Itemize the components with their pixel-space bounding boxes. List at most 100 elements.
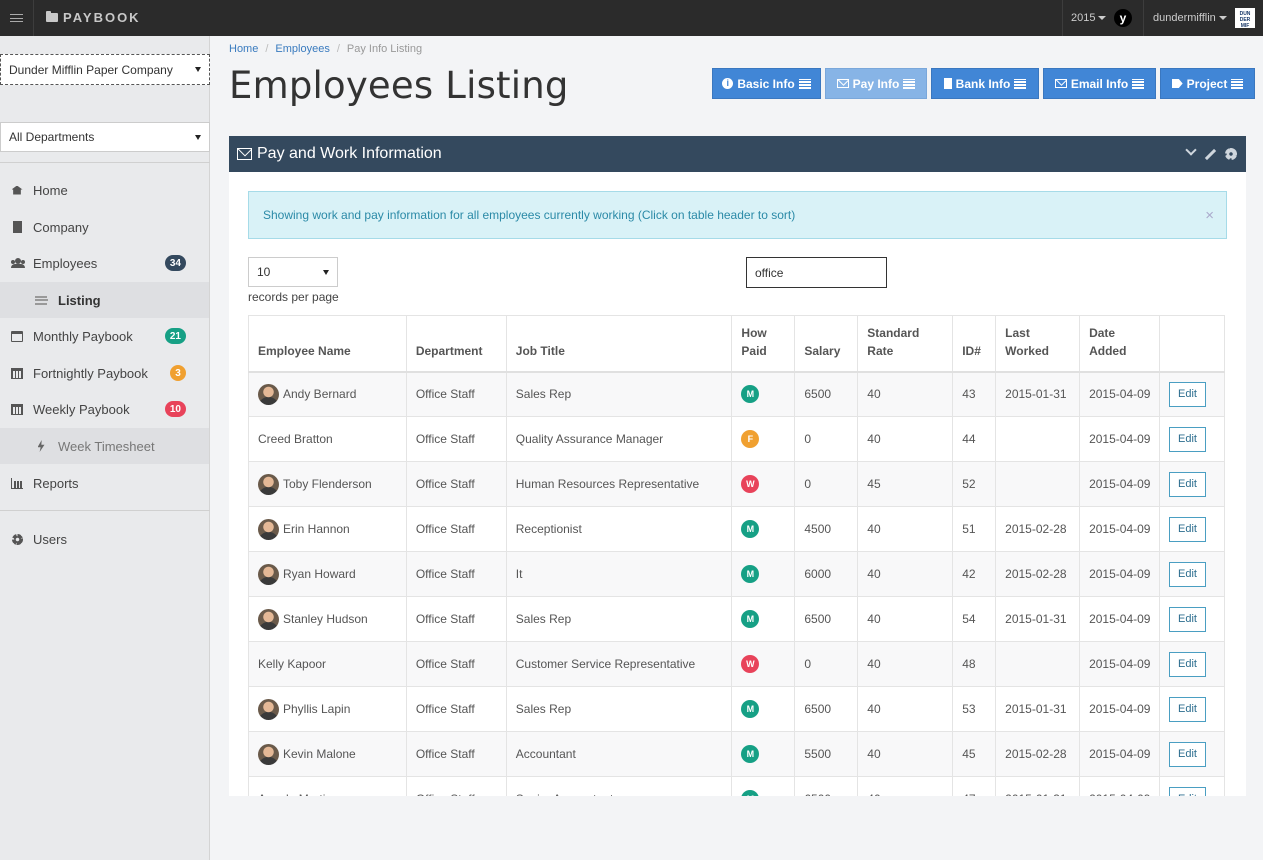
department-cell: Office Staff (405, 551, 507, 597)
job-title-cell: Human Resources Representative (505, 461, 733, 507)
standard-rate-cell: 45 (857, 461, 954, 507)
sidebar-item-week-timesheet[interactable]: Week Timesheet (0, 428, 209, 464)
employee-name-cell: Phyllis Lapin (248, 686, 407, 732)
salary-cell: 6500 (794, 776, 859, 796)
actions-cell: Edit (1158, 371, 1226, 417)
page-title: Employees Listing (229, 64, 569, 107)
how-paid-cell: M (731, 776, 796, 796)
sidebar-item-home[interactable]: Home (0, 172, 209, 208)
sidebar-item-employees[interactable]: Employees 34 (0, 245, 209, 281)
wrench-icon[interactable] (1204, 148, 1216, 160)
top-bar: PAYBOOK 2015 y dundermifflin DUN DER MIF (0, 0, 1263, 36)
actions-cell: Edit (1158, 461, 1226, 507)
actions-cell: Edit (1158, 641, 1226, 687)
col-date-added[interactable]: Date Added (1079, 315, 1160, 373)
edit-button[interactable]: Edit (1168, 651, 1206, 677)
how-paid-cell: M (731, 596, 796, 642)
avatar (258, 563, 279, 585)
pay-type-badge: M (741, 520, 760, 538)
search-input[interactable] (746, 257, 887, 288)
brand[interactable]: PAYBOOK (46, 10, 141, 25)
col-last-worked[interactable]: Last Worked (995, 315, 1081, 373)
breadcrumb-home-link[interactable]: Home (229, 43, 259, 55)
avatar (258, 698, 279, 720)
pay-type-badge: F (741, 430, 760, 448)
edit-button[interactable]: Edit (1168, 561, 1206, 587)
sidebar-item-fortnightly-paybook[interactable]: Fortnightly Paybook 3 (0, 355, 209, 391)
col-actions (1158, 315, 1226, 373)
sidebar-item-users[interactable]: Users (0, 521, 209, 557)
last-worked-cell (995, 641, 1081, 687)
last-worked-cell: 2015-01-31 (995, 776, 1081, 796)
edit-button[interactable]: Edit (1168, 516, 1206, 542)
standard-rate-cell: 40 (857, 641, 954, 687)
edit-button[interactable]: Edit (1168, 381, 1206, 407)
sidebar-item-reports[interactable]: Reports (0, 465, 209, 501)
employee-name: Ryan Howard (283, 567, 356, 581)
salary-cell: 6000 (794, 551, 859, 597)
edit-button[interactable]: Edit (1168, 426, 1206, 452)
id-cell: 45 (952, 731, 997, 777)
col-salary[interactable]: Salary (794, 315, 859, 373)
sidebar-item-monthly-paybook[interactable]: Monthly Paybook 21 (0, 318, 209, 354)
tag-icon (1171, 79, 1183, 88)
col-id[interactable]: ID# (952, 315, 997, 373)
job-title-cell: Sales Rep (505, 596, 733, 642)
actions-cell: Edit (1158, 551, 1226, 597)
button-label: Pay Info (852, 76, 900, 91)
project-button[interactable]: Project (1160, 68, 1255, 99)
divider (1062, 0, 1063, 36)
edit-button[interactable]: Edit (1168, 471, 1206, 497)
company-select[interactable]: Dunder Mifflin Paper Company (0, 54, 210, 85)
email-info-button[interactable]: Email Info (1043, 68, 1156, 99)
breadcrumb-employees-link[interactable]: Employees (275, 43, 330, 55)
close-icon[interactable]: × (1205, 207, 1214, 224)
sidebar-item-label: Company (33, 219, 89, 235)
button-label: Basic Info (737, 76, 795, 91)
sidebar-item-company[interactable]: Company (0, 209, 209, 245)
chevron-down-icon[interactable] (1185, 144, 1197, 156)
date-added-cell: 2015-04-09 (1079, 686, 1160, 732)
avatar (258, 743, 279, 765)
col-job-title[interactable]: Job Title (505, 315, 733, 373)
records-per-page-select[interactable]: 10 (248, 257, 338, 287)
employee-name: Phyllis Lapin (283, 702, 351, 716)
edit-button[interactable]: Edit (1168, 696, 1206, 722)
edit-button[interactable]: Edit (1168, 786, 1206, 796)
breadcrumb-current: Pay Info Listing (346, 43, 423, 55)
col-standard-rate[interactable]: Standard Rate (857, 315, 954, 373)
salary-cell: 5500 (794, 731, 859, 777)
employee-name-cell: Erin Hannon (248, 506, 407, 552)
y-logo-badge[interactable]: y (1114, 9, 1132, 27)
user-dropdown[interactable]: dundermifflin (1153, 12, 1227, 24)
menu-toggle-button[interactable] (0, 0, 34, 36)
employees-table: Employee Name Department Job Title How Pa… (248, 315, 1226, 796)
col-how-paid[interactable]: How Paid (731, 315, 796, 373)
edit-button[interactable]: Edit (1168, 606, 1206, 632)
department-select[interactable]: All Departments (0, 122, 210, 152)
bank-info-button[interactable]: Bank Info (931, 68, 1039, 99)
table-row: Erin Hannon Office Staff Receptionist M 4500… (248, 506, 1226, 552)
button-label: Project (1186, 76, 1228, 91)
last-worked-cell: 2015-01-31 (995, 686, 1081, 732)
sidebar-item-listing[interactable]: Listing (0, 282, 209, 318)
pay-info-button[interactable]: Pay Info (825, 68, 927, 99)
folder-icon (46, 11, 58, 22)
year-dropdown[interactable]: 2015 (1071, 12, 1107, 24)
basic-info-button[interactable]: i Basic Info (712, 68, 821, 99)
col-department[interactable]: Department (405, 315, 507, 373)
col-employee-name[interactable]: Employee Name (248, 315, 407, 373)
salary-cell: 6500 (794, 686, 859, 732)
list-icon (1231, 78, 1244, 89)
how-paid-cell: M (731, 551, 796, 597)
edit-button[interactable]: Edit (1168, 741, 1206, 767)
count-badge: 34 (164, 255, 186, 271)
sidebar-item-weekly-paybook[interactable]: Weekly Paybook 10 (0, 391, 209, 427)
gear-icon[interactable] (1225, 148, 1237, 160)
salary-cell: 4500 (794, 506, 859, 552)
company-logo: DUN DER MIF (1235, 8, 1255, 29)
table-row: Ryan Howard Office Staff It M 6000 40 42 2015-0… (248, 551, 1226, 597)
brand-label: PAYBOOK (63, 10, 141, 25)
caret-down-icon (195, 67, 201, 72)
list-icon (1014, 78, 1027, 89)
